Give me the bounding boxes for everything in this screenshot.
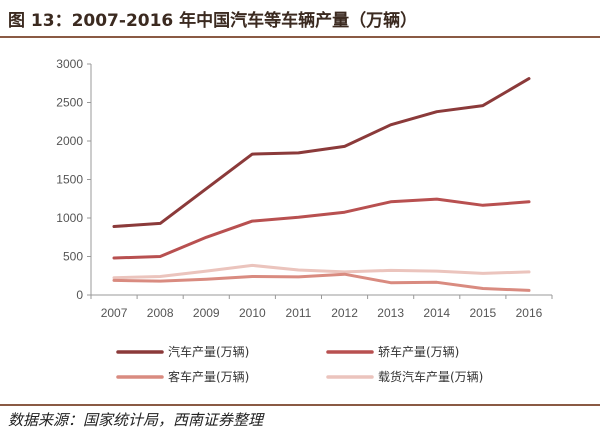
x-tick-label: 2010 (239, 306, 266, 320)
x-tick-label: 2015 (469, 306, 496, 320)
y-tick-label: 0 (76, 288, 83, 302)
chart-title: 图 13：2007-2016 年中国汽车等车辆产量（万辆） (8, 11, 418, 31)
x-tick-label: 2008 (147, 306, 174, 320)
legend-label: 汽车产量(万辆) (168, 344, 249, 359)
x-tick-label: 2016 (516, 306, 543, 320)
series-line-1 (112, 77, 531, 228)
y-tick-label: 1500 (56, 173, 83, 187)
x-tick-label: 2007 (101, 306, 128, 320)
y-tick-label: 3000 (56, 57, 83, 71)
x-tick-label: 2013 (377, 306, 404, 320)
y-tick-label: 2000 (56, 134, 83, 148)
y-tick-label: 2500 (56, 96, 83, 110)
legend-label: 轿车产量(万辆) (378, 344, 459, 359)
title-divider (0, 36, 600, 38)
x-tick-label: 2009 (193, 306, 220, 320)
chart-series (112, 77, 531, 292)
series-line-3 (112, 272, 531, 292)
x-tick-label: 2014 (423, 306, 450, 320)
x-tick-label: 2011 (286, 306, 312, 320)
source-note: 数据来源：国家统计局，西南证券整理 (8, 411, 264, 429)
y-tick-label: 500 (63, 250, 83, 264)
legend-label: 载货汽车产量(万辆) (378, 369, 483, 384)
x-tick-label: 2012 (331, 306, 358, 320)
legend-label: 客车产量(万辆) (168, 369, 249, 384)
chart-legend: 汽车产量(万辆) 轿车产量(万辆) 客车产量(万辆) 载货汽车产量(万辆) (116, 344, 483, 384)
y-tick-label: 1000 (56, 211, 83, 225)
series-line-2 (112, 197, 531, 260)
chart-axes: 0 500 1000 1500 2000 2500 3000 2007 2008 2009 2010… (56, 57, 553, 320)
footer-divider (0, 404, 600, 406)
series-line-4 (112, 263, 531, 280)
